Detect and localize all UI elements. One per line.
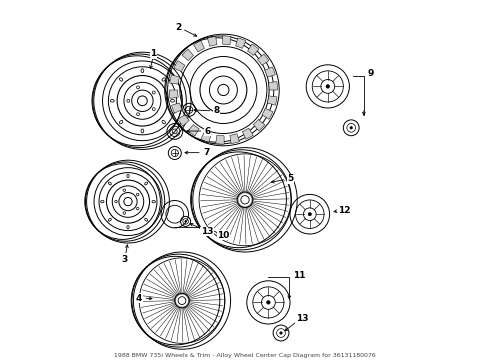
Text: 1988 BMW 735i Wheels & Trim - Alloy Wheel Center Cap Diagram for 36131180076: 1988 BMW 735i Wheels & Trim - Alloy Whee…: [114, 353, 376, 358]
Polygon shape: [262, 108, 273, 119]
Circle shape: [350, 127, 352, 129]
Polygon shape: [216, 135, 224, 144]
Text: 10: 10: [217, 231, 230, 240]
Text: 4: 4: [136, 294, 143, 302]
Text: 12: 12: [338, 206, 351, 215]
Polygon shape: [188, 125, 199, 136]
Polygon shape: [222, 36, 231, 45]
Polygon shape: [182, 49, 194, 60]
Polygon shape: [236, 38, 246, 48]
Text: 13: 13: [201, 227, 214, 236]
Polygon shape: [170, 75, 179, 84]
Text: 8: 8: [214, 107, 220, 115]
Circle shape: [326, 85, 330, 88]
Text: 1: 1: [150, 49, 156, 58]
Text: 3: 3: [122, 256, 127, 264]
Text: 9: 9: [368, 69, 374, 78]
Circle shape: [267, 301, 270, 304]
Circle shape: [185, 221, 186, 222]
Polygon shape: [268, 96, 277, 105]
Polygon shape: [174, 61, 185, 72]
Text: 5: 5: [288, 174, 294, 183]
Polygon shape: [172, 103, 182, 113]
Polygon shape: [201, 132, 211, 142]
Polygon shape: [230, 134, 240, 144]
Circle shape: [308, 213, 311, 216]
Polygon shape: [243, 128, 253, 139]
Text: 2: 2: [175, 23, 181, 32]
Polygon shape: [265, 67, 275, 77]
Polygon shape: [178, 115, 189, 126]
Polygon shape: [247, 44, 259, 55]
Polygon shape: [207, 36, 217, 46]
Circle shape: [280, 332, 282, 334]
Text: 13: 13: [295, 314, 308, 323]
Polygon shape: [253, 120, 265, 131]
Text: 11: 11: [293, 271, 305, 280]
Polygon shape: [269, 81, 277, 90]
Polygon shape: [258, 54, 269, 65]
Text: 7: 7: [203, 148, 209, 157]
Polygon shape: [194, 41, 204, 52]
Polygon shape: [169, 90, 178, 99]
Text: 6: 6: [205, 126, 211, 135]
